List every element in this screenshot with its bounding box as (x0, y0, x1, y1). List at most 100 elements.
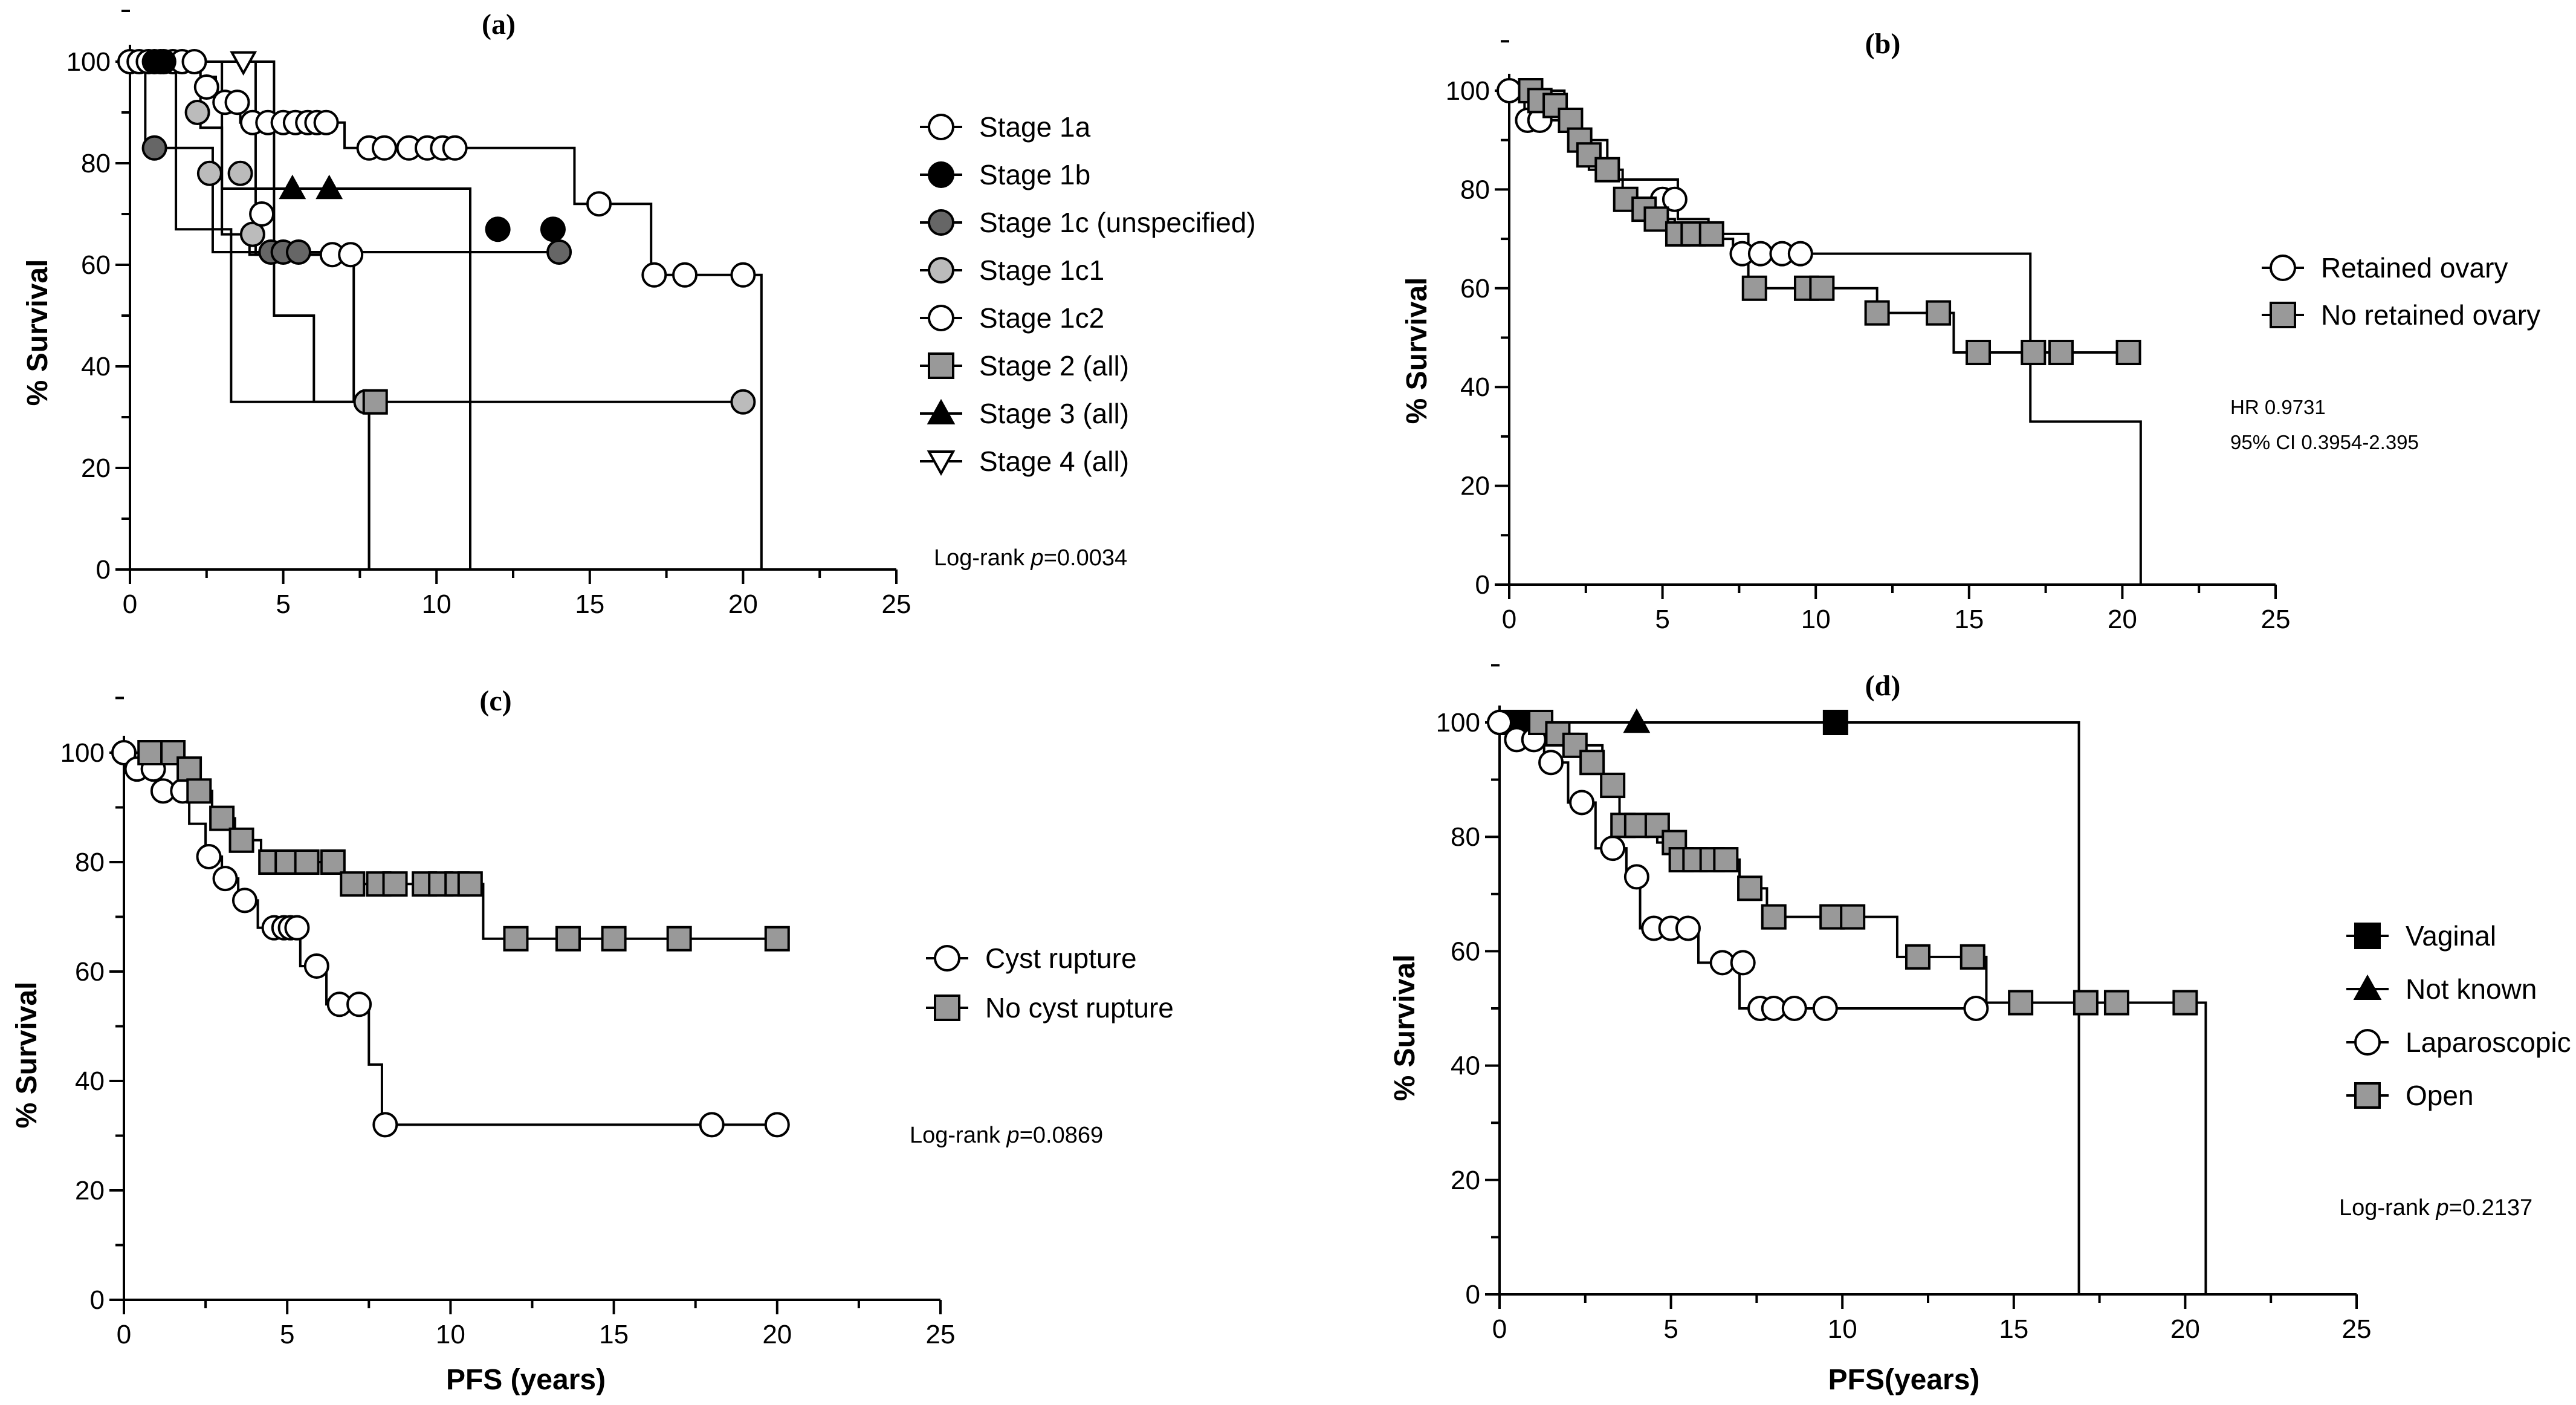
panel-d-x-tick-label: 10 (1828, 1314, 1857, 1344)
panel-b-y-tick-label: 20 (1460, 472, 1490, 501)
panel-c-no-cyst-rupture-marker (294, 849, 320, 875)
panel-a-stage-1a-marker (442, 135, 468, 161)
panel-b-letter: (b) (1865, 28, 1901, 60)
panel-d-laparoscopic-marker (1569, 790, 1595, 816)
panel-a-stage-1c1-marker (227, 160, 253, 186)
panel-a-stage-4-all-marker (230, 51, 257, 76)
panel-a-letter: (a) (482, 8, 516, 41)
panel-d-open-marker (1840, 904, 1866, 930)
panel-d-open-marker (1960, 944, 1985, 970)
panel-c-x-tick-label: 10 (436, 1320, 465, 1349)
panel-d-x-tick-label: 5 (1663, 1314, 1678, 1344)
panel-d-vaginal-marker (1822, 710, 1848, 735)
panel-c-cyst-rupture-marker (212, 866, 238, 892)
panel-b-legend-no-retained-ovary-marker (2270, 302, 2296, 328)
panel-b-no-retained-ovary-marker (1698, 221, 1724, 247)
panel-a-x-tick-label: 0 (123, 589, 137, 619)
panel-d-open-marker (1737, 875, 1763, 901)
panel-b-y-axis-title: % Survival (1401, 277, 1433, 424)
panel-d-legend-open-marker (2354, 1082, 2381, 1109)
panel-c-no-cyst-rupture-marker (666, 926, 692, 952)
panel-d: (d) % Survival PFS(years) 0 20 40 60 80 100 0 5… (1389, 664, 2571, 1396)
panel-b-retained-ovary-marker (1497, 78, 1522, 103)
panel-c-cyst-rupture-marker (372, 1112, 398, 1138)
panel-b-x-tick-label: 10 (1801, 605, 1831, 634)
panel-d-legend-not-known-label: Not known (2406, 973, 2537, 1005)
panel-b-no-retained-ovary-marker (1643, 206, 1669, 232)
panel-c-letter: (c) (479, 685, 511, 717)
panel-c-legend-cyst-rupture-marker (934, 945, 960, 972)
panel-b-no-retained-ovary-marker (2115, 340, 2141, 366)
panel-b-no-retained-ovary-marker (1741, 275, 1767, 301)
panel-a-stage-1b-marker (540, 216, 566, 242)
panel-b-y-tick-label: 80 (1460, 175, 1490, 204)
panel-b-no-retained-ovary-marker (1594, 157, 1620, 183)
panel-a-stage-1a-marker (224, 89, 250, 115)
panel-d-laparoscopic-marker (1730, 950, 1756, 976)
panel-c-x-axis-title: PFS (years) (446, 1364, 606, 1396)
panel-a-stage-1a-marker (586, 191, 612, 217)
panel-b-hr-annotation: HR 0.9731 (2230, 396, 2326, 418)
panel-c-no-cyst-rupture-marker (137, 740, 163, 765)
panel-c-y-tick-label: 0 (90, 1285, 105, 1315)
panel-c-cyst-rupture-marker (764, 1112, 790, 1138)
panel-a-stage-1c2-marker (338, 242, 364, 268)
panel-c-no-cyst-rupture-marker (555, 926, 581, 952)
panel-b-retained-ovary-marker (1747, 241, 1773, 267)
panel-a-y-tick-label: 40 (81, 352, 111, 381)
panel-d-laparoscopic-marker (1538, 750, 1564, 776)
panel-c-y-tick-label: 20 (75, 1176, 105, 1205)
panel-c-x-tick-label: 25 (926, 1320, 956, 1349)
panel-d-y-tick-label: 20 (1451, 1166, 1480, 1195)
panel-c-no-cyst-rupture-curve (124, 751, 777, 940)
panel-d-letter: (d) (1865, 670, 1901, 702)
panel-a-legend-stage-1b-marker (928, 161, 954, 188)
panel-a-stage-1a-marker (641, 262, 667, 288)
panel-c-plot-area: 0 20 40 60 80 100 0 5 10 15 20 25 (60, 696, 956, 1349)
panel-b-no-retained-ovary-curve (1509, 89, 2129, 354)
panel-c-x-tick-label: 0 (117, 1320, 131, 1349)
panel-d-y-tick-label: 80 (1451, 822, 1480, 852)
panel-d-y-tick-label: 100 (1436, 708, 1480, 738)
panel-c-no-cyst-rupture-marker (340, 871, 366, 897)
panel-d-legend-laparoscopic-label: Laparoscopic (2406, 1027, 2571, 1058)
panel-d-y-tick-label: 60 (1451, 936, 1480, 966)
panel-b-x-tick-label: 5 (1655, 605, 1669, 634)
panel-a-legend-stage-3-all-label: Stage 3 (all) (979, 398, 1129, 429)
panel-a-legend-stage-1c1-label: Stage 1c1 (979, 255, 1104, 286)
panel-d-x-tick-label: 15 (1999, 1314, 2028, 1344)
panel-d-x-tick-label: 0 (1492, 1314, 1507, 1344)
panel-a-stage-1a-marker (672, 262, 698, 288)
panel-a-legend-stage-1b-label: Stage 1b (979, 159, 1090, 190)
panel-a: (a) % Survival 0 20 40 60 80 100 0 5 10 15 20 25 St… (22, 8, 1256, 619)
panel-a-stage-1a-marker (371, 135, 397, 161)
panel-c-cyst-rupture-marker (303, 953, 329, 979)
panel-c-cyst-rupture-marker (111, 740, 137, 765)
panel-a-y-tick-label: 100 (66, 47, 111, 77)
panel-c-no-cyst-rupture-marker (503, 926, 529, 952)
panel-b-no-retained-ovary-marker (1864, 300, 1890, 326)
panel-a-y-axis-title: % Survival (22, 259, 54, 406)
panel-c-x-tick-label: 5 (280, 1320, 294, 1349)
panel-c-y-tick-label: 60 (75, 957, 105, 987)
panel-c-cyst-rupture-marker (346, 991, 372, 1017)
panel-a-legend-stage-4-all-label: Stage 4 (all) (979, 446, 1129, 477)
panel-a-y-tick-label: 0 (96, 555, 111, 585)
panel-d-log-rank-annotation: Log-rank p=0.2137 (2339, 1195, 2532, 1221)
panel-a-stage-4-all-curve (130, 60, 371, 569)
panel-b-y-tick-label: 100 (1446, 76, 1490, 106)
panel-d-laparoscopic-marker (1600, 836, 1626, 861)
panel-a-legend-stage-1a-label: Stage 1a (979, 111, 1091, 143)
panel-d-legend-laparoscopic-marker (2354, 1029, 2381, 1056)
panel-d-laparoscopic-marker (1675, 915, 1701, 941)
panel-b-no-retained-ovary-marker (1926, 300, 1952, 326)
panel-d-x-axis-title: PFS(years) (1828, 1364, 1980, 1396)
panel-d-laparoscopic-marker (1487, 710, 1512, 735)
panel-d-open-marker (2073, 990, 2099, 1016)
panel-b-no-retained-ovary-marker (1809, 275, 1835, 301)
panel-d-legend: Vaginal Not known Laparoscopic Open (2346, 920, 2571, 1111)
panel-c-x-tick-label: 20 (762, 1320, 792, 1349)
panel-a-stage-1b-marker (150, 49, 176, 74)
panel-d-open-marker (1761, 904, 1787, 930)
panel-c-y-tick-label: 80 (75, 848, 105, 877)
